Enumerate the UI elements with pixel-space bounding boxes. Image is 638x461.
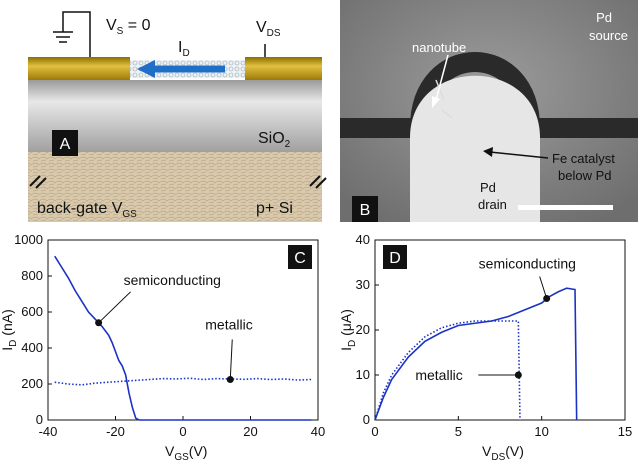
annotation: semiconducting bbox=[124, 272, 221, 288]
series-line bbox=[374, 287, 578, 421]
y-axis-label: ID (μA) bbox=[338, 309, 358, 351]
x-tick-label: 0 bbox=[179, 424, 186, 439]
vds-label: VDS bbox=[256, 19, 281, 39]
source-electrode bbox=[28, 57, 130, 80]
substrate bbox=[28, 152, 322, 222]
y-tick-label: 10 bbox=[356, 367, 370, 382]
chart: 0 200 400 600 800 1000 -40 -20 0 20 40 semiconducti… bbox=[0, 232, 325, 461]
wire bbox=[62, 11, 91, 57]
annotation: metallic bbox=[415, 367, 462, 383]
annotation-line bbox=[539, 276, 548, 299]
annotation-point bbox=[543, 295, 551, 302]
panel-label: C bbox=[294, 250, 306, 267]
panel-label: A bbox=[60, 136, 71, 153]
y-axis-label: ID (nA) bbox=[0, 309, 19, 350]
x-axis-label: VGS(V) bbox=[165, 443, 207, 461]
annotation-point bbox=[514, 371, 522, 379]
scale-bar bbox=[518, 205, 613, 210]
source-label: Pd source bbox=[589, 10, 628, 43]
arrow bbox=[489, 151, 549, 159]
y-tick-label: 40 bbox=[356, 232, 370, 247]
x-tick-label: 15 bbox=[618, 424, 632, 439]
y-tick-label: 600 bbox=[21, 304, 43, 319]
panel-a: VS = 0 VDS ID SiO2 back-gate VGS p+ Si A bbox=[28, 11, 327, 222]
annotation-point bbox=[95, 319, 103, 327]
x-tick-label: -40 bbox=[39, 424, 58, 439]
ground bbox=[53, 31, 73, 43]
annotation-line bbox=[229, 339, 233, 380]
series-line bbox=[374, 320, 521, 421]
x-tick-label: -20 bbox=[106, 424, 125, 439]
panel-label-box bbox=[383, 245, 407, 269]
tube bbox=[435, 79, 453, 119]
arrow-head bbox=[483, 147, 493, 157]
x-tick-label: 10 bbox=[534, 424, 548, 439]
annotation: metallic bbox=[205, 317, 252, 333]
gate-label: back-gate VGS bbox=[37, 200, 137, 220]
nanotube-label: nanotube bbox=[412, 40, 466, 55]
annotation-line bbox=[98, 291, 131, 324]
x-axis-label: VDS(V) bbox=[482, 443, 524, 461]
drain-pad bbox=[410, 75, 540, 222]
plot-frame bbox=[374, 239, 626, 421]
panel-label-box bbox=[288, 245, 312, 269]
break-mark bbox=[29, 175, 327, 189]
y-tick-label: 20 bbox=[356, 322, 370, 337]
arrow-head bbox=[432, 96, 440, 108]
series-line bbox=[54, 255, 312, 421]
x-tick-label: 0 bbox=[371, 424, 378, 439]
drain-label: Pd drain bbox=[478, 180, 507, 212]
panel-label: B bbox=[360, 202, 371, 219]
substrate-label: p+ Si bbox=[256, 200, 293, 217]
panel-label-box bbox=[52, 130, 78, 156]
y-tick-label: 800 bbox=[21, 268, 43, 283]
x-tick-label: 5 bbox=[455, 424, 462, 439]
vs-label: VS = 0 bbox=[106, 17, 151, 37]
id-label: ID bbox=[178, 39, 190, 59]
annotation-point bbox=[226, 376, 234, 383]
y-tick-label: 400 bbox=[21, 340, 43, 355]
drain-electrode bbox=[245, 57, 322, 80]
plot-frame bbox=[47, 239, 319, 421]
series-line bbox=[54, 377, 312, 386]
annotation: semiconducting bbox=[479, 256, 576, 272]
oxide-label: SiO2 bbox=[258, 130, 291, 150]
arrow-head bbox=[137, 60, 155, 78]
panel-b: nanotube Pd source Fe catalyst below Pd Pd… bbox=[340, 0, 638, 222]
catalyst-label: Fe catalyst below Pd bbox=[552, 151, 615, 183]
y-tick-label: 1000 bbox=[14, 232, 43, 247]
panel-label-box bbox=[352, 196, 378, 222]
panel-label: D bbox=[389, 250, 401, 267]
arrow bbox=[435, 54, 449, 101]
y-tick-label: 200 bbox=[21, 376, 43, 391]
y-tick-label: 0 bbox=[363, 412, 370, 427]
y-tick-label: 30 bbox=[356, 277, 370, 292]
x-tick-label: 20 bbox=[243, 424, 257, 439]
y-tick-label: 0 bbox=[36, 412, 43, 427]
chart: 0 10 20 30 40 0 5 10 15 semiconducting metallic D VD… bbox=[338, 232, 632, 461]
x-tick-label: 40 bbox=[311, 424, 325, 439]
